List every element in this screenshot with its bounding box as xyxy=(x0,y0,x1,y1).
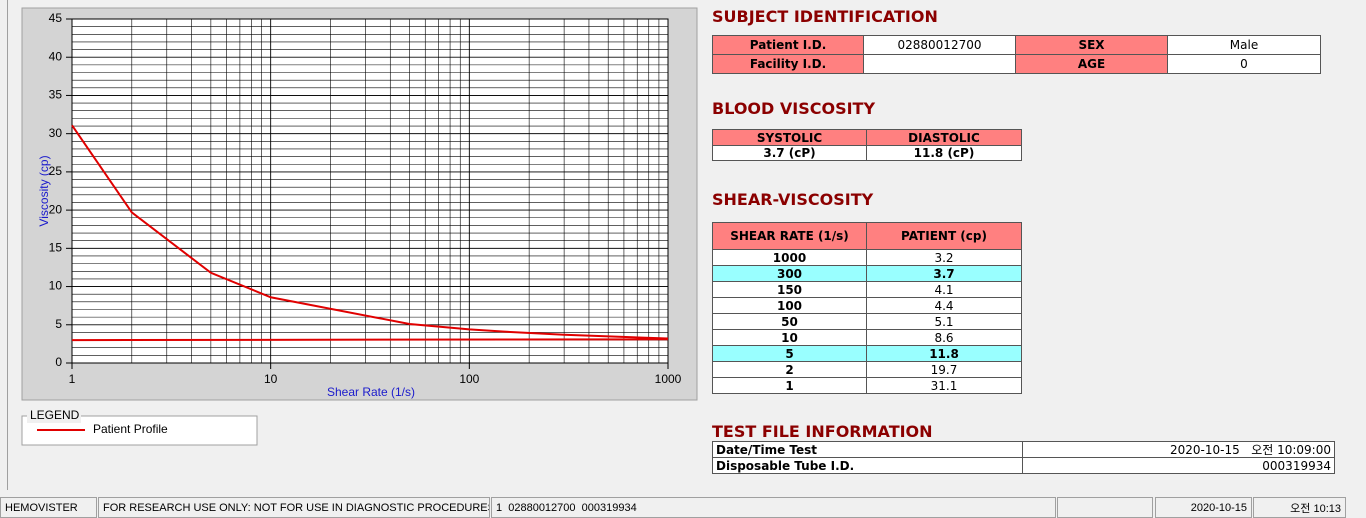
y-tick-label: 20 xyxy=(49,202,63,216)
table-header: PATIENT (cp) xyxy=(866,222,1022,250)
table-cell: 5 xyxy=(712,345,867,362)
table-cell: 1000 xyxy=(712,249,867,266)
table-cell: 50 xyxy=(712,313,867,330)
y-tick-label: 15 xyxy=(49,241,63,255)
x-tick-label: 1000 xyxy=(655,372,682,386)
status-panel: 1 02880012700 000319934 xyxy=(491,497,1056,518)
y-axis-label: Viscosity (cp) xyxy=(37,155,51,226)
table-cell: 4.1 xyxy=(866,281,1022,298)
x-axis-label: Shear Rate (1/s) xyxy=(327,385,415,399)
table-cell: 150 xyxy=(712,281,867,298)
y-tick-label: 35 xyxy=(49,88,63,102)
legend-label: Patient Profile xyxy=(93,422,168,436)
table-cell: 8.6 xyxy=(866,329,1022,346)
data-line xyxy=(71,338,669,342)
x-tick-label: 1 xyxy=(69,372,76,386)
section-title: SUBJECT IDENTIFICATION xyxy=(712,7,938,26)
table-cell: Patient I.D. xyxy=(712,35,864,55)
table-cell xyxy=(863,54,1016,74)
left-edge xyxy=(7,0,8,490)
table-cell: 10 xyxy=(712,329,867,346)
status-panel: 오전 10:13 xyxy=(1253,497,1346,518)
chart: Shear Rate (1/s) Viscosity (cp) LEGEND 0… xyxy=(21,7,698,446)
section-title: BLOOD VISCOSITY xyxy=(712,99,876,118)
table-header: SYSTOLIC xyxy=(712,129,867,146)
y-tick-label: 45 xyxy=(49,11,63,25)
table-cell: 31.1 xyxy=(866,377,1022,394)
table-cell: AGE xyxy=(1015,54,1168,74)
table-cell: Male xyxy=(1167,35,1321,55)
y-tick-label: 40 xyxy=(49,49,63,63)
table-cell: 1 xyxy=(712,377,867,394)
table-cell: 3.7 xyxy=(866,265,1022,282)
table-cell: SEX xyxy=(1015,35,1168,55)
table-cell: 000319934 xyxy=(1022,457,1335,474)
table-cell: 19.7 xyxy=(866,361,1022,378)
table-cell: 02880012700 xyxy=(863,35,1016,55)
table-cell: 4.4 xyxy=(866,297,1022,314)
table-header: SHEAR RATE (1/s) xyxy=(712,222,867,250)
table-cell: 5.1 xyxy=(866,313,1022,330)
legend-title: LEGEND xyxy=(30,408,80,422)
section-title: SHEAR-VISCOSITY xyxy=(712,190,874,209)
section-title: TEST FILE INFORMATION xyxy=(712,422,933,441)
legend-title-bg xyxy=(27,409,81,423)
table-cell: 100 xyxy=(712,297,867,314)
table-cell: 3.7 (cP) xyxy=(712,145,867,161)
data-line xyxy=(71,124,669,340)
table-header: DIASTOLIC xyxy=(866,129,1022,146)
plot-border xyxy=(71,18,669,364)
x-tick-label: 10 xyxy=(264,372,278,386)
table-cell: 0 xyxy=(1167,54,1321,74)
y-tick-label: 5 xyxy=(55,317,62,331)
y-tick-label: 10 xyxy=(49,279,63,293)
y-tick-label: 25 xyxy=(49,164,63,178)
x-tick-label: 100 xyxy=(459,372,479,386)
plot-area xyxy=(72,19,668,363)
table-cell: 3.2 xyxy=(866,249,1022,266)
status-panel: 2020-10-15 xyxy=(1155,497,1252,518)
status-panel xyxy=(1057,497,1153,518)
table-cell: 11.8 (cP) xyxy=(866,145,1022,161)
status-panel: HEMOVISTER xyxy=(0,497,97,518)
y-tick-label: 0 xyxy=(55,355,62,369)
table-cell: Facility I.D. xyxy=(712,54,864,74)
y-tick-label: 30 xyxy=(49,126,63,140)
table-cell: 300 xyxy=(712,265,867,282)
status-panel: FOR RESEARCH USE ONLY: NOT FOR USE IN DI… xyxy=(98,497,490,518)
table-cell: Date/Time Test xyxy=(712,441,1023,458)
table-cell: 11.8 xyxy=(866,345,1022,362)
table-cell: 2 xyxy=(712,361,867,378)
table-cell: Disposable Tube I.D. xyxy=(712,457,1023,474)
table-cell: 2020-10-15 오전 10:09:00 xyxy=(1022,441,1335,458)
